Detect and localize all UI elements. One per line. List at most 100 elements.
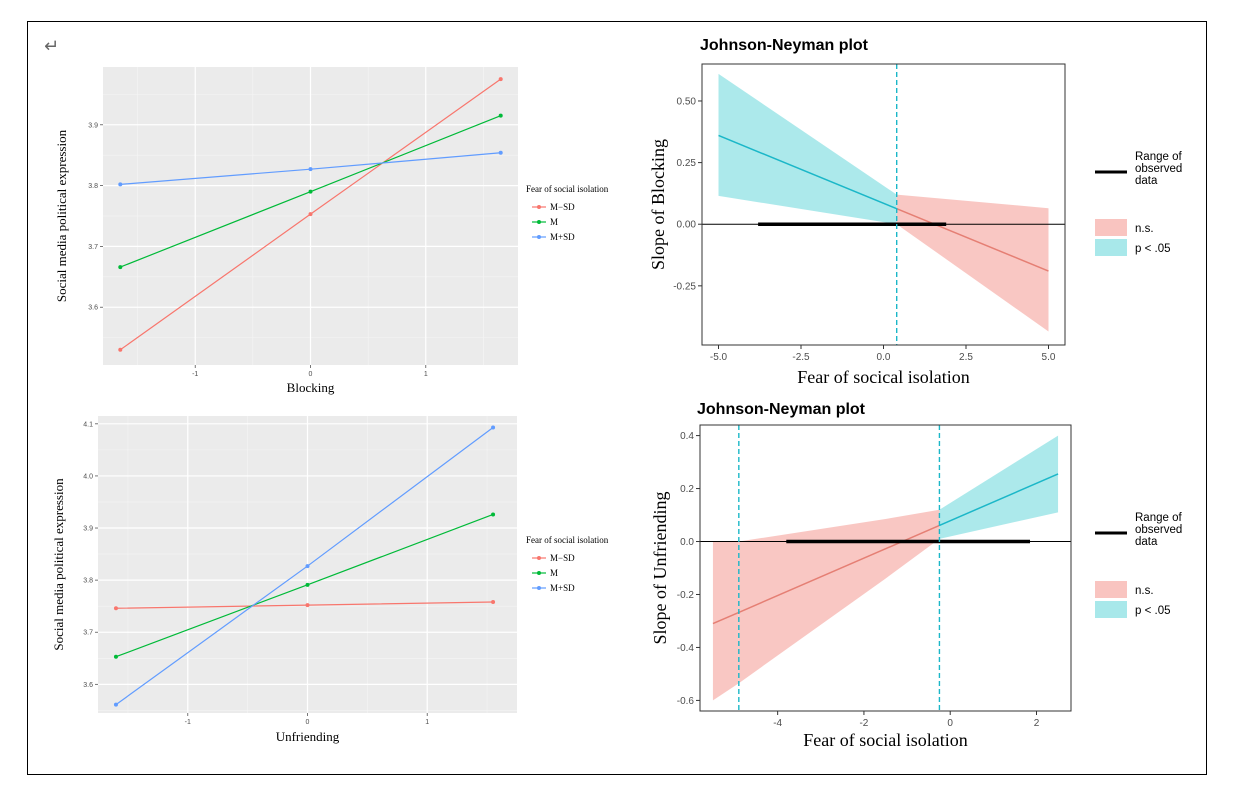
data-point [118,182,123,187]
plot-border [699,424,1072,712]
data-point [491,425,496,430]
x-tick-label: -1 [185,719,191,726]
chart-title: Johnson-Neyman plot [700,37,869,54]
legend-label: M [550,568,558,578]
data-point [308,212,313,217]
x-tick-label: 0 [309,371,313,378]
y-tick-label: 0.2 [680,484,694,495]
y-tick-label: 3.7 [88,244,98,251]
data-point [308,189,313,194]
legend-key-point [537,220,541,224]
y-tick-label: 3.6 [88,305,98,312]
x-tick-label: 0.0 [877,352,891,363]
ci-band-significant [718,73,897,225]
y-tick-label: 3.8 [83,578,93,585]
legend-ns-key [1095,219,1127,236]
legend-key-point [537,571,541,575]
slope-line-ns [712,611,740,625]
legend-key-point [537,205,541,209]
data-point [305,564,310,569]
y-tick-label: 3.9 [83,526,93,533]
y-axis-label: Social media political expression [51,478,66,651]
legend-key-point [537,586,541,590]
legend-label: M [550,217,558,227]
legend-label: M−SD [550,202,575,212]
y-tick-label: 0.0 [680,537,694,548]
data-point [118,265,123,270]
legend-label: M−SD [550,553,575,563]
ci-band-significant [939,435,1059,539]
legend-range-label: Range of [1135,151,1182,163]
y-tick-label: -0.4 [677,643,695,654]
x-tick-label: 2.5 [959,352,973,363]
x-tick-label: 1 [424,371,428,378]
y-axis-label: Slope of Blocking [648,139,668,270]
y-tick-label: 4.0 [83,473,93,480]
legend-label: M+SD [550,232,575,242]
legend-label: M+SD [550,583,575,593]
x-axis-label: Fear of social isolation [803,730,967,750]
y-tick-label: 0.25 [677,158,697,169]
ci-band-ns [712,541,739,701]
legend-sig-label: p < .05 [1135,243,1171,255]
data-point [118,347,123,352]
y-tick-label: 0.4 [680,431,694,442]
x-tick-label: 1 [425,719,429,726]
y-tick-label: 3.9 [88,122,98,129]
legend-title: Fear of social isolation [526,184,609,194]
data-point [498,77,503,82]
return-mark: ↵ [44,36,60,57]
data-point [491,512,496,517]
legend-sig-key [1095,601,1127,618]
x-tick-label: -2.5 [792,352,810,363]
x-tick-label: 0 [947,718,953,729]
y-axis-label: Social media political expression [54,129,69,302]
ci-band-ns [896,194,1049,332]
legend-ns-label: n.s. [1135,585,1154,597]
data-point [305,603,310,608]
x-axis-label: Unfriending [276,729,340,744]
chart-title: Johnson-Neyman plot [697,401,866,418]
legend-sig-label: p < .05 [1135,605,1171,617]
data-point [498,113,503,118]
legend-range-label: data [1135,175,1158,187]
x-axis-label: Fear of socical isolation [797,367,969,387]
slope-line-ns [896,207,1049,272]
x-tick-label: -2 [859,718,868,729]
y-axis-label: Slope of Unfriending [650,492,670,645]
slope-line-significant [718,134,897,210]
slope-line-significant [939,473,1059,527]
x-tick-label: 5.0 [1042,352,1056,363]
y-tick-label: -0.6 [677,696,695,707]
legend-range-label: observed [1135,163,1182,175]
legend-range-label: observed [1135,524,1182,536]
legend-ns-label: n.s. [1135,223,1154,235]
y-tick-label: 0.00 [677,220,697,231]
legend-range-label: Range of [1135,512,1182,524]
data-point [113,702,118,707]
x-tick-label: 0 [306,719,310,726]
x-tick-label: -1 [192,371,198,378]
legend-key-point [537,556,541,560]
ci-band-ns [738,509,940,684]
data-point [491,600,496,605]
legend-ns-key [1095,581,1127,598]
x-axis-label: Blocking [287,380,335,395]
y-tick-label: 3.8 [88,183,98,190]
y-tick-label: -0.25 [673,281,696,292]
data-point [305,582,310,587]
legend-key-point [537,235,541,239]
x-tick-label: -5.0 [710,352,728,363]
data-point [113,606,118,611]
data-point [308,167,313,172]
x-tick-label: -4 [773,718,782,729]
legend-title: Fear of social isolation [526,535,609,545]
x-tick-label: 2 [1034,718,1040,729]
y-tick-label: -0.2 [677,590,695,601]
legend-range-label: data [1135,536,1158,548]
y-tick-label: 3.6 [83,682,93,689]
